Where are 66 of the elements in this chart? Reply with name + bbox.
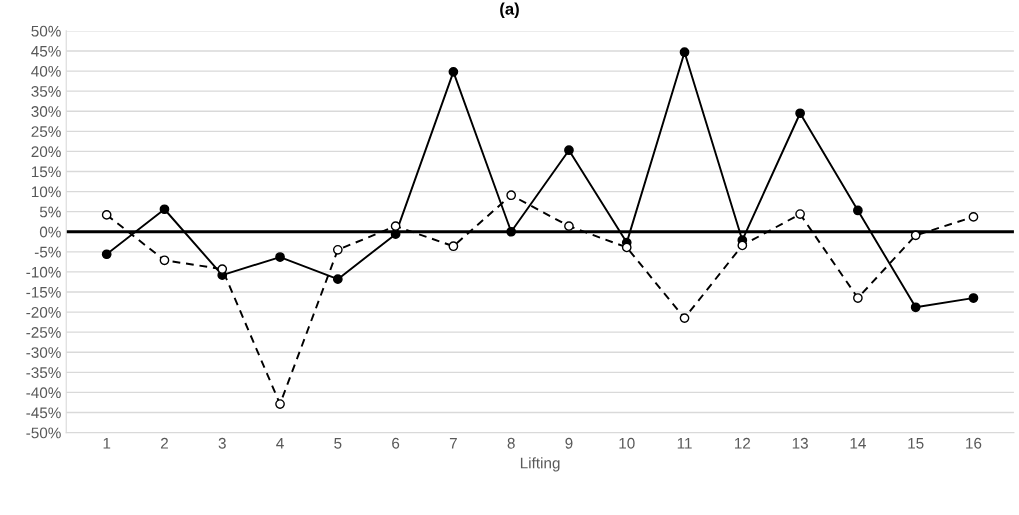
point [795,209,805,219]
x-tick-label: 6 [392,437,400,449]
point [910,302,921,313]
x-tick-label: 14 [850,438,866,449]
x-tick-label: 10 [619,437,635,449]
y-tick-label: 25% [31,126,61,138]
point [679,313,690,323]
y-tick-label: 35% [31,86,61,97]
x-tick-label: 8 [507,437,515,449]
y-tick-label: 10% [31,186,61,198]
point [679,47,690,58]
x-tick-label: 3 [218,437,226,449]
y-tick-label: -15% [26,286,61,298]
x-tick-label: 12 [734,437,751,449]
point [159,204,170,215]
y-tick-label: -50% [26,427,61,439]
point [853,205,863,216]
point [101,210,112,220]
point [968,293,979,303]
point [101,249,112,260]
point [332,274,343,285]
chart-title: (a) [500,2,519,19]
point [910,230,921,241]
y-tick-label: 45% [31,45,61,57]
x-tick-label: 2 [160,437,168,449]
point [275,252,285,262]
point [275,399,285,409]
x-tick-label: 1 [103,438,111,449]
point [564,221,574,231]
point [853,293,863,303]
y-tick-label: 20% [31,146,61,158]
point [968,212,979,222]
point [448,67,459,77]
point [564,145,574,156]
point [506,226,517,237]
x-tick-label: 11 [677,438,692,449]
y-tick-label: -45% [26,407,61,419]
y-tick-label: 30% [31,106,61,117]
point [390,221,401,231]
x-axis-title: Lifting [520,457,560,472]
y-tick-label: -20% [26,306,61,318]
y-tick-label: -5% [34,246,61,258]
point [159,255,170,266]
point [795,108,805,119]
point [332,244,343,255]
point [390,229,401,240]
x-tick-label: 15 [908,438,924,449]
x-tick-label: 5 [334,438,342,449]
x-tick-label: 13 [792,437,808,449]
x-tick-label: 7 [449,438,457,449]
point [217,264,228,274]
y-tick-label: 40% [31,65,61,77]
x-tick-label: 16 [966,437,982,449]
y-tick-label: -10% [26,266,61,278]
point [448,241,459,252]
y-tick-label: 15% [31,166,61,178]
y-tick-label: 5% [39,206,61,218]
y-tick-label: 0% [39,226,61,238]
y-tick-label: 50% [31,25,61,37]
y-tick-label: -25% [26,327,61,338]
point [506,190,517,201]
x-tick-label: 9 [565,437,573,449]
y-tick-label: -30% [26,347,61,358]
x-tick-label: 4 [276,438,284,449]
y-tick-label: -40% [26,387,61,399]
y-tick-label: -35% [26,367,61,379]
